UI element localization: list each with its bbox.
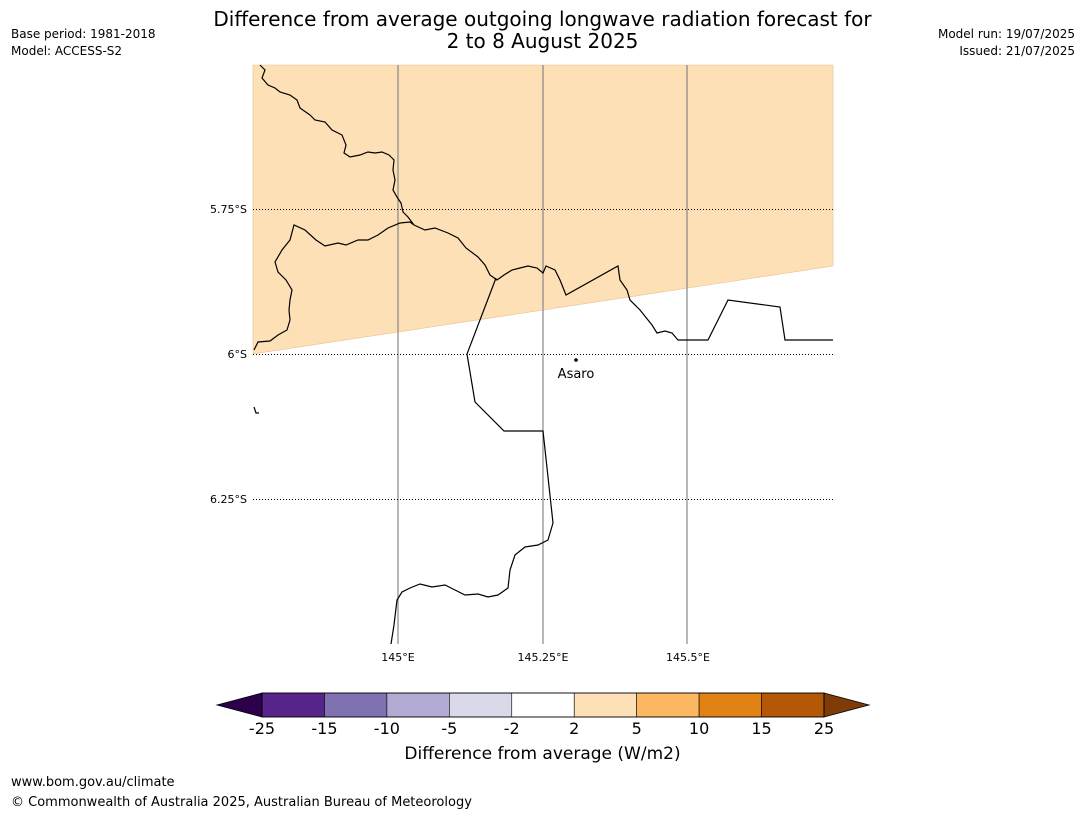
colorbar-outline bbox=[261, 692, 825, 718]
model-run-label: Model run: 19/07/2025 bbox=[937, 27, 1075, 41]
issued-label: Issued: 21/07/2025 bbox=[959, 44, 1075, 58]
title-line-2: 2 to 8 August 2025 bbox=[446, 29, 639, 53]
colorbar-segment bbox=[261, 692, 325, 718]
lon-label-145-25: 145.25°E bbox=[518, 651, 569, 664]
colorbar-high-extend bbox=[823, 692, 871, 718]
colorbar-segment bbox=[386, 692, 450, 718]
boundary-south bbox=[390, 277, 554, 645]
lat-label-5-75: 5.75°S bbox=[210, 203, 247, 216]
colorbar-tick-label: 2 bbox=[569, 719, 580, 738]
colorbar-segment bbox=[324, 692, 388, 718]
colorbar-segments bbox=[261, 692, 825, 718]
boundary-south-west-loop bbox=[253, 221, 415, 351]
colorbar-tick-label: 25 bbox=[813, 719, 835, 738]
colorbar-tick-label: 5 bbox=[631, 719, 642, 738]
footer-url: www.bom.gov.au/climate bbox=[11, 775, 175, 790]
lon-label-145: 145°E bbox=[381, 651, 414, 664]
footer-copyright: © Commonwealth of Australia 2025, Austra… bbox=[11, 795, 472, 810]
colorbar-tick-label: -25 bbox=[248, 719, 276, 738]
lat-label-6-25: 6.25°S bbox=[210, 493, 247, 506]
title-line-1: Difference from average outgoing longwav… bbox=[213, 7, 872, 31]
colorbar-tick-label: -10 bbox=[373, 719, 400, 738]
colorbar-tick-label: -2 bbox=[503, 719, 520, 738]
colorbar-segment bbox=[636, 692, 700, 718]
colorbar-segment bbox=[698, 692, 762, 718]
colorbar-segment bbox=[511, 692, 575, 718]
colorbar-title: Difference from average (W/m2) bbox=[404, 744, 681, 764]
colorbar-tick-label: -5 bbox=[441, 719, 458, 738]
colorbar-low-extend bbox=[215, 692, 263, 718]
model-label: Model: ACCESS-S2 bbox=[11, 44, 123, 58]
header-right: Model run: 19/07/2025 Issued: 21/07/2025 bbox=[938, 26, 1075, 60]
colorbar-tick-label: 15 bbox=[751, 719, 772, 738]
header-left: Base period: 1981-2018 Model: ACCESS-S2 bbox=[11, 26, 156, 60]
boundary-north-west bbox=[259, 64, 415, 226]
map-title: Difference from average outgoing longwav… bbox=[0, 8, 1085, 52]
lat-label-6: 6°S bbox=[228, 348, 247, 361]
lon-label-145-5: 145.5°E bbox=[666, 651, 710, 664]
colorbar-segment bbox=[573, 692, 637, 718]
base-period-label: Base period: 1981-2018 bbox=[11, 27, 156, 41]
asaro-marker bbox=[574, 358, 578, 362]
boundary-fragment bbox=[253, 406, 259, 414]
colorbar-segment bbox=[761, 692, 825, 718]
boundary-central bbox=[413, 224, 833, 341]
colorbar bbox=[215, 692, 871, 718]
colorbar-segment bbox=[449, 692, 513, 718]
asaro-label: Asaro bbox=[558, 367, 595, 382]
colorbar-tick-label: -15 bbox=[311, 719, 338, 738]
colorbar-tick-labels: -25 -15 -10 -5 -2 2 5 10 15 25 bbox=[0, 719, 1085, 741]
colorbar-tick-label: 10 bbox=[688, 719, 710, 738]
map-svg: Asaro 5.75°S 6°S 6.25°S 145°E 145.25°E 1… bbox=[210, 64, 834, 664]
